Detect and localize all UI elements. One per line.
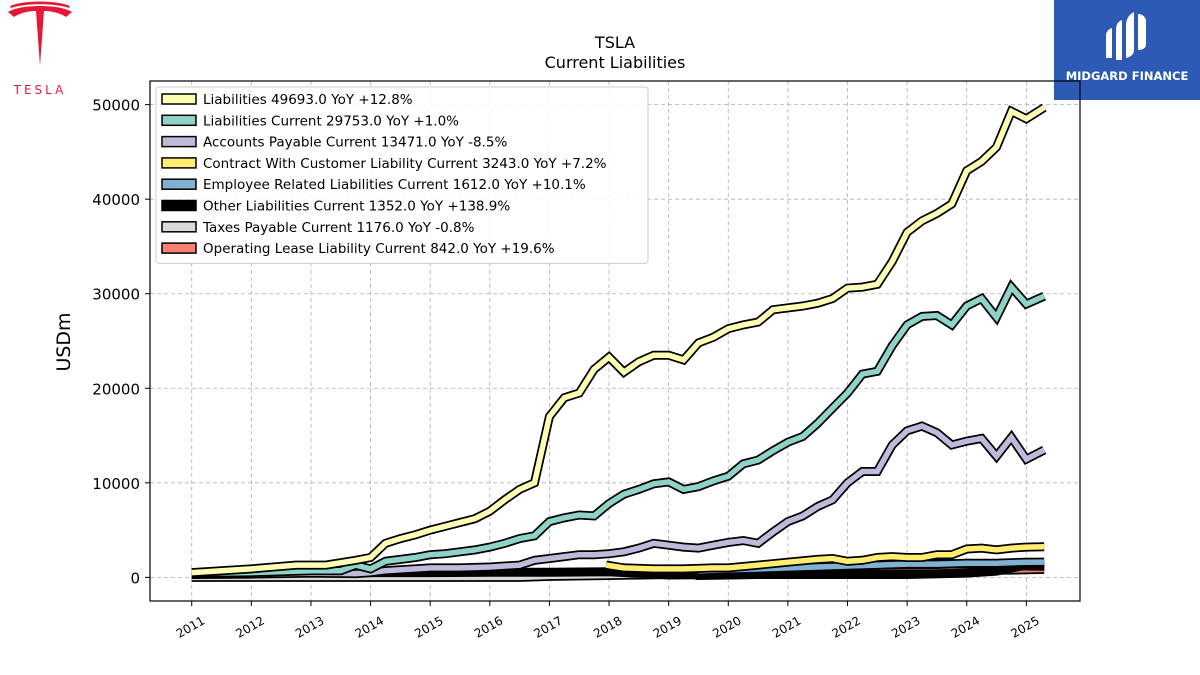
chart-title: TSLA (594, 33, 635, 52)
y-tick-label: 40000 (92, 191, 140, 209)
x-tick-label: 2019 (651, 613, 684, 640)
series-line-liabilities-current (191, 282, 1046, 576)
x-tick-label: 2012 (233, 613, 266, 640)
y-tick-label: 0 (130, 569, 140, 587)
x-tick-label: 2016 (472, 613, 505, 640)
legend-label: Operating Lease Liability Current 842.0 … (203, 241, 555, 257)
y-tick-label: 30000 (92, 286, 140, 304)
x-tick-label: 2025 (1008, 613, 1041, 640)
x-tick-label: 2024 (949, 613, 982, 640)
legend-label: Accounts Payable Current 13471.0 YoY -8.… (203, 135, 508, 151)
legend-label: Other Liabilities Current 1352.0 YoY +13… (203, 199, 510, 215)
legend-swatch (161, 199, 197, 212)
series-line-accounts-payable-current (191, 423, 1046, 578)
legend-swatch (161, 114, 197, 127)
series-line-liabilities (191, 105, 1046, 576)
x-tick-label: 2013 (293, 613, 326, 640)
midgard-wordmark: MIDGARD FINANCE (1066, 69, 1189, 83)
legend-swatch (161, 221, 197, 233)
legend-swatch (161, 157, 197, 169)
x-tick-label: 2020 (710, 613, 743, 640)
x-tick-label: 2017 (531, 613, 564, 640)
x-tick-label: 2022 (830, 613, 863, 640)
x-tick-label: 2011 (174, 613, 207, 640)
plot-frame (149, 80, 1081, 602)
y-tick-label: 10000 (92, 475, 140, 493)
y-axis-label: USDm (53, 312, 75, 371)
midgard-finance-logo: MIDGARD FINANCE (1054, 0, 1200, 100)
y-tick-label: 50000 (92, 97, 140, 115)
midgard-emblem-icon (1106, 12, 1146, 60)
tesla-t-top-bar (10, 1, 70, 8)
legend-label: Employee Related Liabilities Current 161… (203, 177, 586, 193)
legend-box (155, 86, 649, 264)
chart-subtitle: Current Liabilities (545, 53, 686, 72)
x-tick-label: 2021 (770, 613, 803, 640)
legend-swatch (161, 178, 197, 190)
x-tick-label: 2018 (591, 613, 624, 640)
legend-label: Taxes Payable Current 1176.0 YoY -0.8% (202, 220, 475, 236)
legend-label: Liabilities Current 29753.0 YoY +1.0% (203, 113, 459, 129)
x-tick-label: 2014 (353, 613, 386, 640)
legend-swatch (161, 135, 197, 148)
tesla-logo: TESLA (0, 0, 80, 100)
tesla-t-icon (8, 6, 72, 66)
legend-label: Liabilities 49693.0 YoY +12.8% (203, 92, 413, 108)
y-tick-label: 20000 (92, 380, 140, 398)
series-line-contract-with-customer-liability-current (605, 543, 1045, 572)
legend-swatch (161, 242, 197, 254)
legend-label: Contract With Customer Liability Current… (203, 156, 607, 172)
tesla-wordmark: TESLA (13, 83, 67, 97)
x-tick-label: 2015 (412, 613, 445, 640)
x-tick-label: 2023 (889, 613, 922, 640)
legend-swatch (161, 93, 197, 105)
